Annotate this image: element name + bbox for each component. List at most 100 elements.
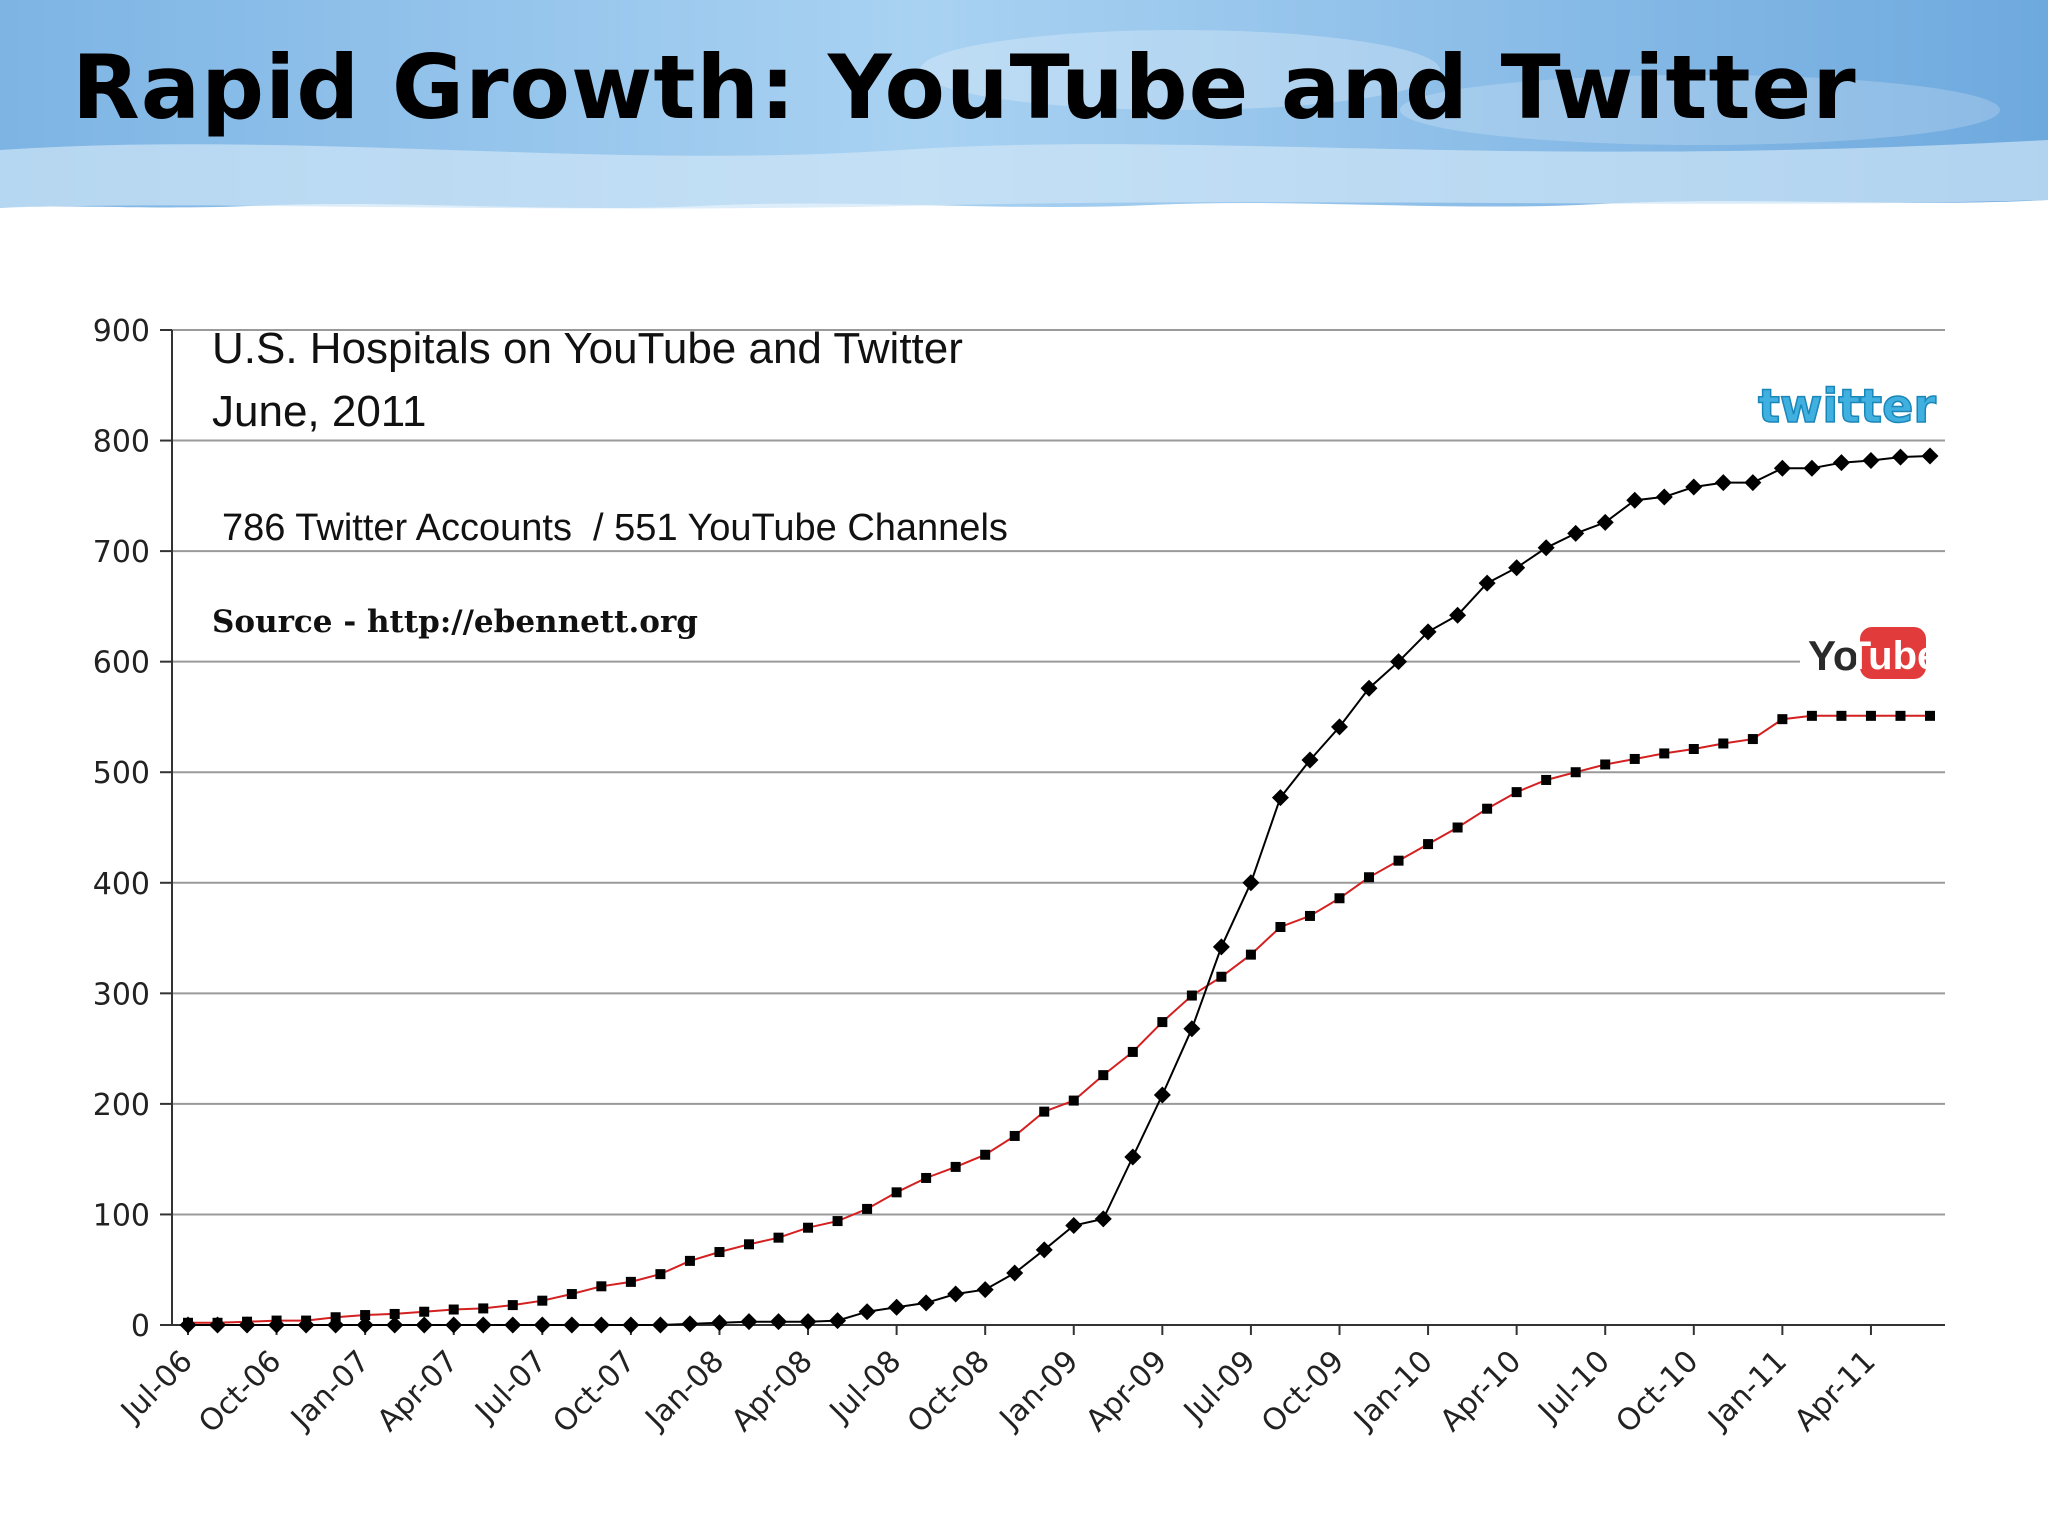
point-twitter-Jul-10 — [1596, 513, 1614, 531]
y-tick-label-100: 100 — [93, 1198, 150, 1233]
point-twitter-May-09 — [1183, 1020, 1201, 1038]
point-youtube-Apr-11 — [1865, 710, 1876, 721]
point-youtube-Mar-09 — [1127, 1046, 1138, 1057]
point-youtube-Aug-08 — [921, 1172, 932, 1183]
x-tick-label-Jul-09: Jul-09 — [1176, 1344, 1262, 1430]
point-youtube-Aug-09 — [1275, 922, 1286, 932]
point-twitter-Sep-09 — [1301, 751, 1319, 769]
y-tick-label-600: 600 — [93, 646, 150, 681]
x-tick-label-Apr-11: Apr-11 — [1788, 1344, 1883, 1439]
point-youtube-Feb-11 — [1806, 710, 1817, 721]
point-youtube-Aug-10 — [1629, 753, 1640, 764]
point-youtube-May-11 — [1895, 710, 1906, 721]
x-tick-label-Jan-07: Jan-07 — [283, 1344, 377, 1438]
x-tick-label-Jan-11: Jan-11 — [1701, 1344, 1795, 1438]
youtube-logo-tube: Tube — [1847, 634, 1940, 678]
x-tick-label-Oct-09: Oct-09 — [1255, 1344, 1351, 1440]
point-twitter-Jul-06 — [179, 1316, 197, 1334]
slide-title: Rapid Growth: YouTube and Twitter — [72, 36, 1857, 139]
y-tick-label-900: 900 — [93, 314, 150, 349]
point-youtube-Jan-09 — [1068, 1095, 1079, 1106]
point-twitter-Aug-06 — [209, 1316, 227, 1334]
x-tick-label-Apr-08: Apr-08 — [725, 1344, 820, 1439]
point-youtube-Oct-08 — [980, 1149, 991, 1160]
point-twitter-Jan-11 — [1773, 459, 1791, 477]
point-twitter-Nov-06 — [297, 1316, 315, 1334]
point-youtube-Dec-07 — [684, 1255, 695, 1266]
point-twitter-Jun-10 — [1567, 524, 1585, 542]
point-twitter-Jul-07 — [533, 1316, 551, 1334]
point-youtube-Dec-09 — [1393, 855, 1404, 866]
x-tick-label-Jan-09: Jan-09 — [992, 1344, 1086, 1438]
point-twitter-Aug-08 — [917, 1294, 935, 1312]
y-tick-labels: 0 100 200 300 400 500 600 700 800 900 — [93, 314, 150, 1344]
point-youtube-May-07 — [478, 1303, 489, 1314]
point-youtube-Apr-09 — [1157, 1017, 1168, 1028]
x-tick-label-Jan-10: Jan-10 — [1346, 1344, 1440, 1438]
x-tick-label-Oct-07: Oct-07 — [546, 1344, 642, 1440]
point-youtube-Oct-10 — [1688, 744, 1699, 755]
point-youtube-Sep-10 — [1659, 748, 1670, 759]
point-youtube-Nov-10 — [1718, 738, 1729, 749]
chart-source: Source - http://ebennett.org — [212, 604, 698, 640]
point-twitter-Apr-09 — [1153, 1086, 1171, 1104]
point-twitter-Jun-07 — [504, 1316, 522, 1334]
x-tick-label-Jul-06: Jul-06 — [113, 1344, 199, 1430]
point-youtube-Nov-07 — [655, 1269, 666, 1280]
point-youtube-Jan-11 — [1777, 714, 1788, 725]
point-twitter-Aug-07 — [563, 1316, 581, 1334]
series-lines — [188, 455, 1931, 1326]
point-twitter-Sep-06 — [238, 1316, 256, 1334]
point-twitter-Nov-10 — [1714, 474, 1732, 492]
point-twitter-Mar-09 — [1124, 1148, 1142, 1166]
point-twitter-Mar-08 — [770, 1313, 788, 1331]
x-tick-label-Apr-07: Apr-07 — [371, 1344, 466, 1439]
x-tick-label-Oct-06: Oct-06 — [192, 1344, 288, 1440]
point-youtube-Jun-07 — [507, 1300, 518, 1311]
point-twitter-Mar-07 — [415, 1316, 433, 1334]
point-twitter-May-08 — [829, 1312, 847, 1330]
point-twitter-Mar-10 — [1478, 574, 1496, 592]
x-tick-label-Apr-10: Apr-10 — [1434, 1344, 1529, 1439]
point-twitter-Jan-09 — [1065, 1217, 1083, 1234]
point-youtube-May-08 — [832, 1216, 843, 1227]
point-twitter-Aug-09 — [1271, 789, 1289, 807]
chart-title: U.S. Hospitals on YouTube and Twitter — [212, 324, 963, 373]
point-twitter-Aug-10 — [1626, 491, 1644, 509]
point-youtube-Jan-07 — [360, 1310, 371, 1321]
point-youtube-Sep-07 — [596, 1281, 607, 1292]
y-tick-label-300: 300 — [93, 977, 150, 1012]
point-youtube-Oct-09 — [1334, 893, 1345, 904]
chart-subtitle: June, 2011 — [212, 387, 426, 436]
point-youtube-Nov-08 — [1009, 1130, 1020, 1141]
point-twitter-Mar-11 — [1832, 454, 1850, 472]
twitter-logo: twitter — [1740, 376, 1940, 438]
point-twitter-Feb-11 — [1803, 459, 1821, 477]
point-youtube-Jul-09 — [1245, 949, 1256, 960]
point-twitter-Dec-10 — [1744, 474, 1762, 492]
point-youtube-Feb-08 — [743, 1239, 754, 1250]
point-twitter-Jul-08 — [888, 1298, 906, 1316]
point-youtube-Nov-09 — [1364, 872, 1375, 883]
point-twitter-Oct-08 — [976, 1281, 994, 1299]
point-youtube-Jun-10 — [1570, 767, 1581, 778]
point-youtube-Apr-08 — [803, 1222, 814, 1233]
chart-annotation: 786 Twitter Accounts / 551 YouTube Chann… — [222, 507, 1008, 549]
point-twitter-Oct-09 — [1330, 718, 1348, 736]
point-twitter-Dec-06 — [327, 1316, 345, 1334]
point-twitter-Apr-08 — [799, 1313, 817, 1331]
point-twitter-Apr-11 — [1862, 451, 1880, 469]
point-twitter-Jan-07 — [356, 1316, 374, 1334]
axes — [171, 330, 1945, 1326]
point-youtube-Sep-09 — [1304, 910, 1315, 921]
point-youtube-Mar-07 — [419, 1306, 430, 1317]
y-tick-label-500: 500 — [93, 756, 150, 791]
point-youtube-Feb-09 — [1098, 1070, 1109, 1081]
point-twitter-Nov-07 — [651, 1316, 669, 1334]
point-twitter-Jan-10 — [1419, 623, 1437, 641]
point-twitter-Jun-08 — [858, 1303, 876, 1321]
point-youtube-Jul-10 — [1600, 759, 1611, 770]
point-twitter-Sep-07 — [592, 1316, 610, 1334]
point-youtube-Aug-07 — [566, 1289, 577, 1300]
